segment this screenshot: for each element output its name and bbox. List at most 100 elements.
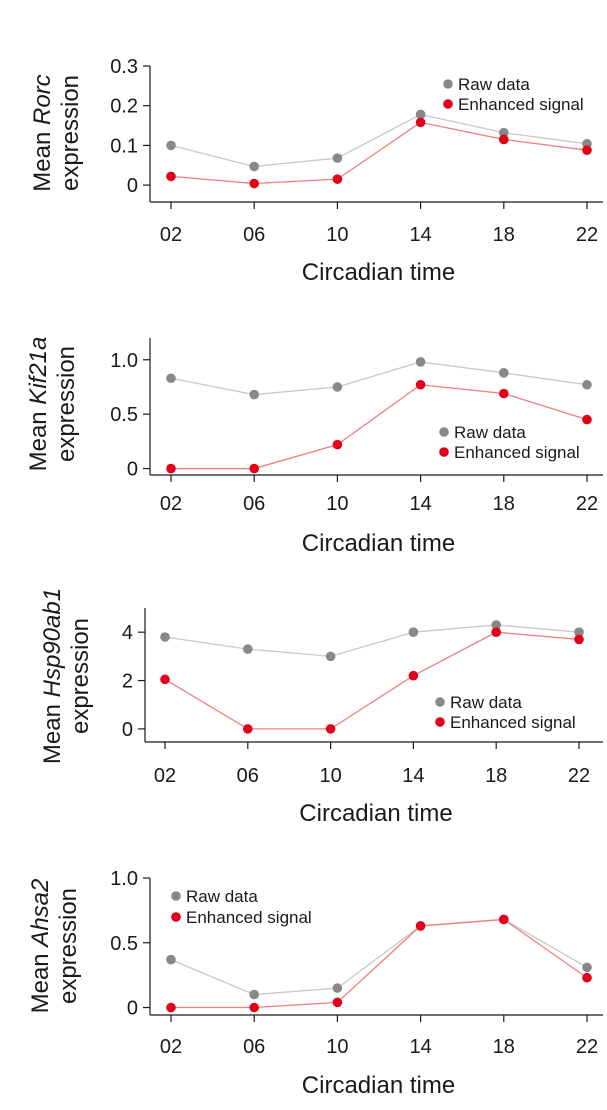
raw-data-point — [166, 373, 176, 384]
y-tick-label: 0.3 — [110, 56, 138, 78]
legend-marker-enhanced — [439, 447, 449, 457]
y-axis-label-gene: Kif21a — [25, 337, 52, 405]
y-axis-label-gene: Rorc — [29, 74, 56, 125]
raw-data-point — [166, 954, 176, 965]
enhanced-data-point — [499, 134, 509, 145]
enhanced-data-point — [582, 972, 592, 983]
enhanced-data-point — [249, 1002, 259, 1013]
y-axis-label-gene: Hsp90ab1 — [39, 588, 66, 697]
y-axis-label-gene: Ahsa2 — [27, 879, 54, 949]
x-tick-label: 10 — [326, 1036, 348, 1058]
x-tick-label: 22 — [576, 1036, 598, 1058]
raw-series-line — [170, 113, 588, 168]
raw-data-point — [499, 127, 509, 138]
enhanced-data-point — [582, 145, 592, 155]
x-axis-label: Circadian time — [302, 1072, 455, 1099]
enhanced-data-point — [160, 674, 170, 685]
x-tick-label: 18 — [493, 493, 515, 515]
raw-data-point — [249, 161, 259, 172]
y-tick-label: 0.5 — [110, 404, 138, 426]
raw-data-point — [249, 989, 259, 1000]
y-axis-label-line2: expression — [67, 618, 94, 734]
enhanced-data-point — [499, 914, 509, 925]
x-tick-label: 18 — [493, 1036, 515, 1058]
y-axis-label-prefix: Mean — [25, 405, 52, 472]
raw-data-point — [415, 109, 426, 120]
x-tick-label: 22 — [576, 224, 598, 246]
y-axis-label-line2: expression — [55, 888, 82, 1004]
raw-data-point — [582, 379, 592, 390]
raw-data-point — [408, 627, 419, 637]
y-tick-label: 0.1 — [110, 135, 138, 157]
x-tick-label: 06 — [243, 493, 265, 515]
enhanced-data-point — [249, 463, 259, 474]
raw-data-point — [415, 357, 426, 367]
x-tick-label: 14 — [409, 1036, 431, 1058]
y-axis-label-line2: expression — [53, 346, 80, 462]
enhanced-data-point — [574, 634, 584, 645]
y-tick-label: 2 — [122, 671, 133, 693]
legend-label-raw: Raw data — [458, 75, 530, 94]
chart-panel-1: 0 0.1 0.2 0.3 02 06 10 14 18 22 Circadian time Mean… — [29, 56, 603, 286]
legend-label-enhanced: Enhanced signal — [186, 908, 312, 927]
enhanced-data-point — [166, 463, 176, 474]
x-tick-label: 22 — [568, 765, 590, 787]
enhanced-data-point — [582, 414, 592, 425]
x-tick-label: 06 — [243, 1036, 265, 1058]
raw-data-point — [582, 962, 592, 973]
y-axis-label: Mean Kif21a — [25, 337, 52, 472]
legend-marker-raw — [171, 891, 181, 901]
legend-label-enhanced: Enhanced signal — [450, 713, 576, 732]
chart-panel-2: 0 0.5 1.0 02 06 10 14 18 22 Circadian time Mean Ki… — [25, 337, 603, 557]
x-tick-label: 02 — [160, 224, 182, 246]
raw-data-point — [249, 389, 259, 400]
x-tick-label: 06 — [243, 224, 265, 246]
x-tick-label: 10 — [326, 493, 348, 515]
legend-label-raw: Raw data — [450, 693, 522, 712]
legend-marker-enhanced — [171, 912, 181, 922]
raw-data-point — [166, 140, 176, 151]
y-tick-label: 0.2 — [110, 96, 138, 118]
raw-data-point — [499, 368, 509, 378]
y-tick-label: 0 — [127, 175, 138, 197]
enhanced-data-point — [249, 178, 259, 189]
raw-data-point — [325, 651, 336, 662]
x-axis-label: Circadian time — [302, 530, 455, 557]
legend-label-raw: Raw data — [186, 887, 258, 906]
enhanced-series-line — [164, 631, 580, 730]
enhanced-data-point — [332, 439, 343, 450]
raw-data-point — [332, 382, 343, 392]
y-axis-label: Mean Rorc — [29, 74, 56, 191]
x-tick-label: 14 — [402, 765, 424, 787]
x-tick-label: 18 — [485, 765, 507, 787]
x-tick-label: 02 — [160, 1036, 182, 1058]
enhanced-data-point — [166, 1002, 176, 1013]
raw-series-line — [164, 624, 580, 658]
enhanced-data-point — [415, 921, 426, 931]
raw-data-point — [574, 627, 584, 637]
y-tick-label: 0 — [127, 459, 138, 481]
raw-data-point — [160, 632, 170, 642]
raw-series-line — [170, 918, 588, 996]
y-axis-label-line2: expression — [57, 75, 84, 191]
enhanced-data-point — [415, 379, 426, 390]
y-axis-label-prefix: Mean — [27, 947, 54, 1014]
y-axis-label: Mean Hsp90ab1 — [39, 588, 66, 764]
legend: Raw data Enhanced signal — [171, 887, 312, 927]
x-tick-label: 02 — [154, 765, 176, 787]
x-axis-label: Circadian time — [299, 800, 452, 827]
enhanced-data-point — [332, 997, 343, 1008]
y-tick-label: 0 — [122, 719, 133, 741]
enhanced-data-point — [499, 388, 509, 399]
enhanced-series-line — [170, 121, 588, 185]
enhanced-data-point — [491, 627, 502, 637]
enhanced-data-point — [166, 171, 176, 182]
y-axis-label-prefix: Mean — [29, 125, 56, 192]
legend-marker-raw — [439, 427, 449, 437]
x-tick-label: 14 — [409, 493, 431, 515]
enhanced-series-line — [171, 384, 588, 470]
x-tick-label: 18 — [493, 224, 515, 246]
